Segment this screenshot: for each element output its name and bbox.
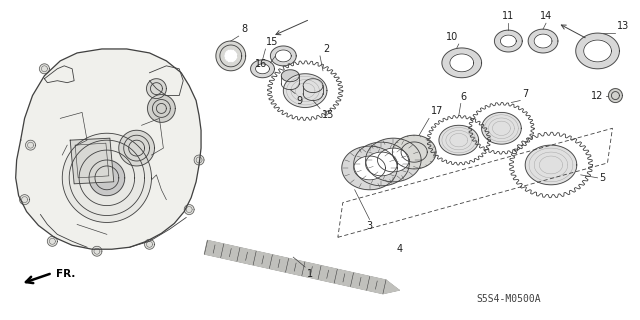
Text: 10: 10 — [445, 32, 458, 42]
Polygon shape — [442, 48, 481, 78]
Polygon shape — [534, 34, 552, 48]
Polygon shape — [439, 125, 479, 155]
Polygon shape — [392, 135, 436, 169]
Text: FR.: FR. — [56, 269, 76, 279]
Polygon shape — [47, 236, 58, 246]
Polygon shape — [92, 246, 102, 256]
Polygon shape — [282, 70, 299, 82]
Text: 9: 9 — [296, 96, 302, 106]
Polygon shape — [271, 46, 296, 66]
Polygon shape — [609, 89, 622, 102]
Text: S5S4-M0500A: S5S4-M0500A — [476, 294, 541, 304]
Polygon shape — [20, 195, 29, 204]
Text: 15: 15 — [322, 110, 334, 120]
Polygon shape — [450, 54, 474, 72]
Text: 3: 3 — [367, 221, 372, 231]
Text: 12: 12 — [591, 91, 604, 100]
Polygon shape — [495, 30, 522, 52]
Polygon shape — [147, 79, 166, 99]
Text: 11: 11 — [502, 11, 515, 21]
Polygon shape — [194, 155, 204, 165]
Polygon shape — [365, 138, 421, 182]
Polygon shape — [205, 240, 399, 294]
Text: 7: 7 — [522, 89, 529, 99]
Polygon shape — [378, 148, 409, 172]
Polygon shape — [216, 41, 246, 71]
Text: 17: 17 — [431, 106, 444, 116]
Text: 6: 6 — [461, 92, 467, 101]
Polygon shape — [354, 156, 385, 180]
Text: 8: 8 — [242, 24, 248, 34]
Polygon shape — [500, 35, 516, 47]
Polygon shape — [62, 133, 152, 222]
Polygon shape — [40, 64, 49, 74]
Polygon shape — [15, 49, 201, 249]
Text: 15: 15 — [266, 37, 278, 47]
Text: 1: 1 — [307, 269, 313, 279]
Polygon shape — [284, 74, 327, 108]
Polygon shape — [255, 64, 269, 74]
Polygon shape — [145, 239, 154, 249]
Text: 13: 13 — [618, 21, 630, 31]
Polygon shape — [251, 60, 275, 78]
Polygon shape — [225, 50, 237, 62]
Polygon shape — [576, 33, 620, 69]
Polygon shape — [481, 112, 521, 144]
Text: 2: 2 — [323, 44, 329, 54]
Polygon shape — [275, 50, 291, 62]
Polygon shape — [147, 95, 175, 122]
Polygon shape — [26, 140, 35, 150]
Polygon shape — [354, 142, 409, 186]
Polygon shape — [119, 130, 154, 166]
Text: 5: 5 — [600, 173, 606, 183]
Polygon shape — [525, 145, 577, 185]
Polygon shape — [342, 146, 397, 190]
Text: 4: 4 — [396, 244, 403, 254]
Polygon shape — [89, 160, 125, 196]
Polygon shape — [365, 152, 397, 176]
Polygon shape — [70, 138, 114, 184]
Polygon shape — [184, 204, 194, 214]
Polygon shape — [528, 29, 558, 53]
Text: 14: 14 — [540, 11, 552, 21]
Polygon shape — [584, 40, 611, 62]
Polygon shape — [303, 79, 323, 92]
Text: 16: 16 — [255, 59, 268, 69]
